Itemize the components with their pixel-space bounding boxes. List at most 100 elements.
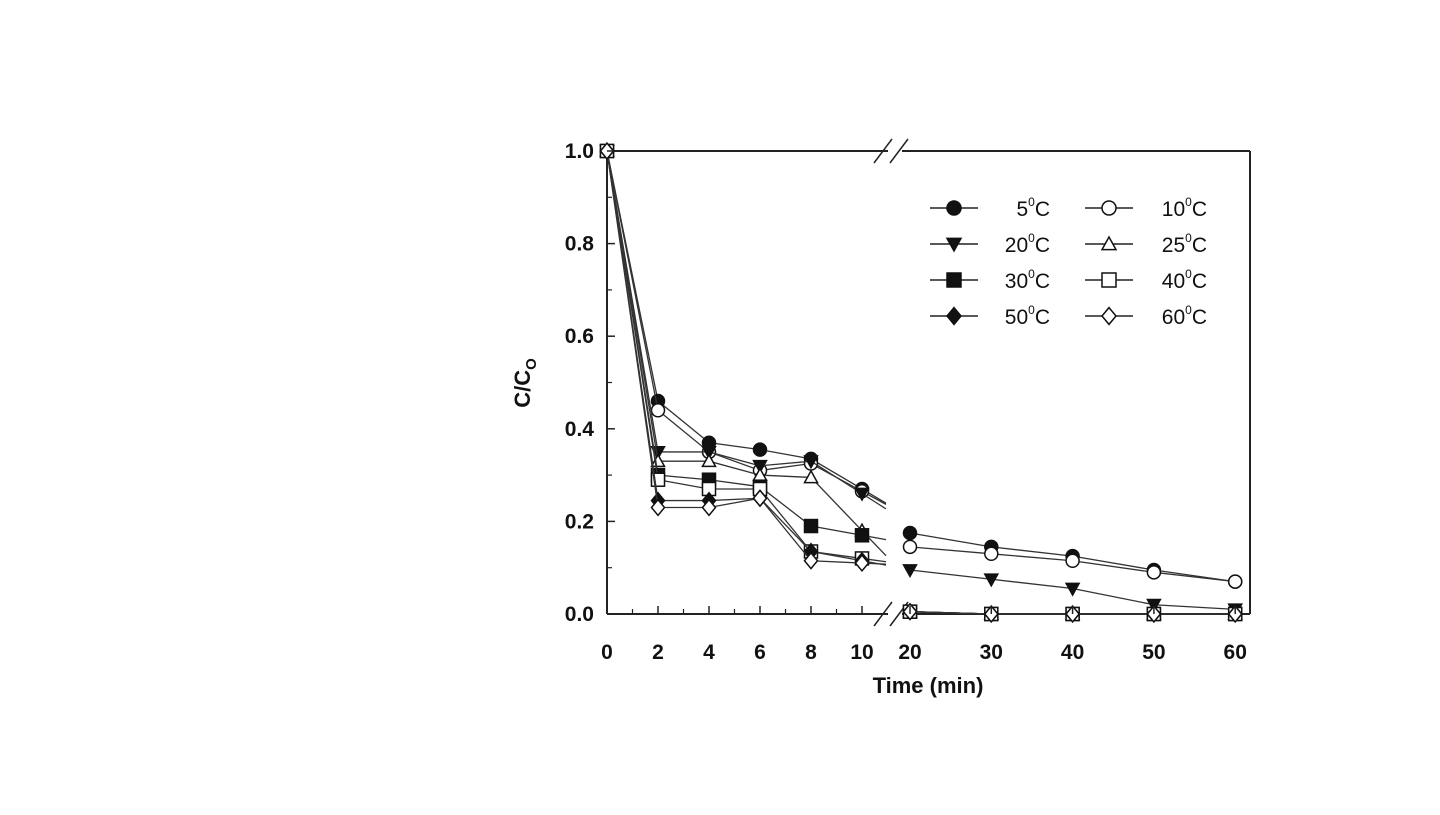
y-axis-title: C/CO (510, 358, 540, 408)
legend-marker (1101, 306, 1117, 326)
series-20C (599, 145, 1243, 618)
legend-label-unit: C (1035, 234, 1050, 257)
legend-item-40C: 400C (1085, 267, 1207, 293)
x-tick-label: 30 (980, 641, 1003, 664)
legend-label: 50C (1016, 195, 1050, 221)
data-point (1227, 574, 1243, 589)
axis-break-mark-top-1 (873, 138, 893, 164)
y-tick-label: 0.0 (565, 603, 594, 626)
x-tick-label: 60 (1224, 641, 1247, 664)
series-5C (599, 143, 1243, 589)
series-line-segment (606, 150, 887, 510)
x-tick-label: 6 (754, 641, 766, 664)
legend-label-unit: C (1035, 306, 1050, 329)
data-point (803, 551, 819, 570)
legend-label-unit: C (1192, 234, 1207, 257)
legend-label-unit: C (1192, 306, 1207, 329)
legend-item-50C: 500C (930, 303, 1050, 329)
legend-label-unit: C (1035, 270, 1050, 293)
data-point (983, 573, 1000, 588)
data-point (752, 442, 768, 457)
legend-label-degree: 0 (1185, 303, 1192, 317)
y-tick-label: 0.2 (565, 510, 594, 533)
legend-label-degree: 0 (1028, 195, 1035, 209)
x-tick-label: 10 (850, 641, 873, 664)
series-line-segment (606, 150, 887, 504)
legend-label: 400C (1162, 267, 1207, 293)
plot-frame (606, 138, 1251, 627)
legend-label-degree: 0 (1028, 231, 1035, 245)
data-point (701, 498, 717, 517)
legend-label: 100C (1162, 195, 1207, 221)
data-point (1065, 553, 1080, 569)
legend-label-value: 10 (1162, 198, 1185, 221)
data-point (803, 455, 819, 470)
legend-item-20C: 200C (930, 231, 1050, 257)
series-50C (599, 142, 1243, 623)
y-tick-label: 0.4 (565, 418, 595, 441)
data-point (752, 459, 768, 474)
data-point (650, 498, 666, 517)
data-point (1146, 565, 1162, 580)
legend-label-degree: 0 (1028, 267, 1035, 281)
legend-label-value: 60 (1162, 306, 1185, 329)
y-tick-label: 0.6 (565, 325, 594, 348)
legend-label-value: 30 (1005, 270, 1028, 293)
legend-marker (945, 237, 963, 253)
legend-label: 300C (1005, 267, 1050, 293)
legend-marker (1101, 272, 1117, 288)
legend-item-25C: 250C (1085, 231, 1207, 257)
axis-break-mark-top-2 (889, 138, 909, 164)
data-point (984, 546, 999, 562)
x-axis-title: Time (min) (873, 673, 984, 698)
legend-label-degree: 0 (1185, 231, 1192, 245)
axis-layer: Time (min) C/CO 0.0 0.2 0.4 0.6 0.8 1.0 0 2 4 6 8 1… (510, 140, 1247, 698)
series-line-segment (606, 150, 887, 505)
series-layer (599, 142, 1243, 623)
data-point (701, 446, 717, 460)
data-point (752, 489, 768, 508)
data-point (701, 453, 717, 468)
legend-item-10C: 100C (1085, 195, 1207, 221)
legend-label-value: 5 (1016, 198, 1028, 221)
data-point (854, 554, 870, 573)
legend-label-degree: 0 (1185, 267, 1192, 281)
legend-marker (1101, 200, 1117, 216)
data-point (1064, 582, 1081, 597)
y-tick-label: 1.0 (565, 140, 594, 163)
x-tick-label: 8 (805, 641, 817, 664)
legend-label-unit: C (1192, 270, 1207, 293)
series-30C (599, 143, 1243, 622)
x-tick-label: 40 (1061, 641, 1084, 664)
legend-label-degree: 0 (1185, 195, 1192, 209)
x-tick-label: 0 (601, 641, 613, 664)
data-point (854, 487, 870, 502)
legend-label: 200C (1005, 231, 1050, 257)
series-40C (599, 143, 1243, 622)
legend-label-value: 20 (1005, 234, 1028, 257)
legend-item-5C: 50C (930, 195, 1050, 221)
y-axis-title-main: C/C (510, 370, 535, 408)
legend-label-value: 40 (1162, 270, 1185, 293)
legend-label-unit: C (1035, 198, 1050, 221)
legend-item-60C: 600C (1085, 303, 1207, 329)
legend-label-value: 50 (1005, 306, 1028, 329)
series-10C (599, 143, 1243, 589)
legend-marker (946, 272, 962, 288)
data-point (902, 525, 918, 541)
data-point (803, 518, 819, 534)
legend-label: 250C (1162, 231, 1207, 257)
legend-item-30C: 300C (930, 267, 1050, 293)
legend-label: 500C (1005, 303, 1050, 329)
axis-break-mark-bottom-1 (873, 601, 893, 627)
data-point (803, 469, 819, 484)
legend-label-unit: C (1192, 198, 1207, 221)
x-tick-label: 20 (898, 641, 921, 664)
data-point (650, 403, 666, 418)
legend-label: 600C (1162, 303, 1207, 329)
legend-marker (946, 200, 962, 216)
data-point (902, 564, 918, 579)
x-tick-label: 4 (703, 641, 715, 664)
